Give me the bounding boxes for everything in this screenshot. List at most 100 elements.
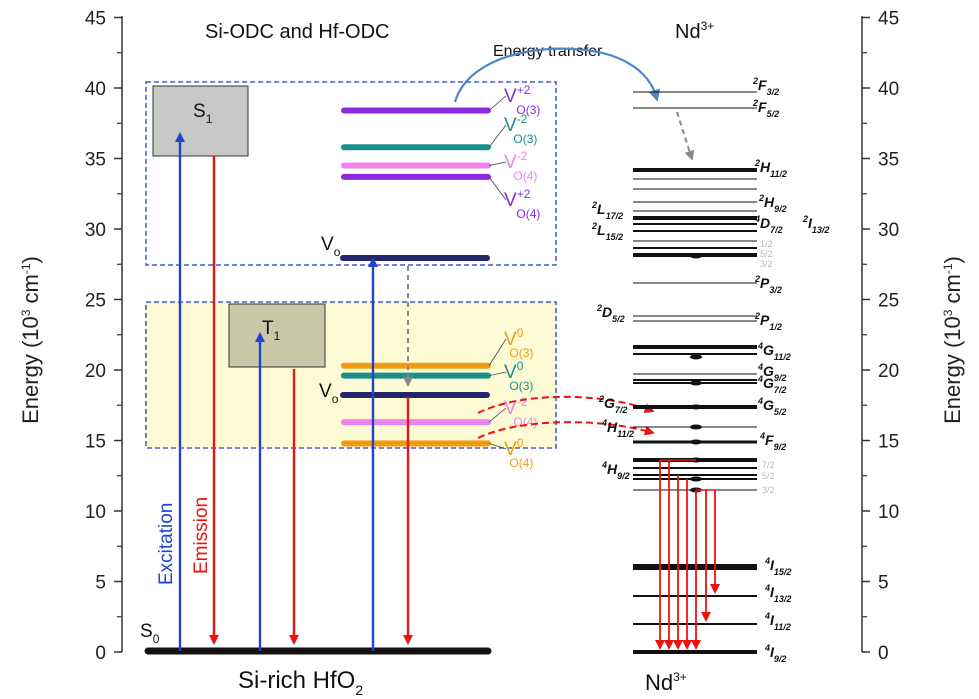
relaxation-arrow-nd <box>676 111 695 161</box>
left-tick-label: 0 <box>95 643 106 664</box>
nd-label-f92: 4F9/2 <box>759 431 786 452</box>
nd-level-bulge <box>690 404 702 410</box>
vo-level-label: V+2 O(4) <box>504 187 540 221</box>
left-tick-label: 40 <box>85 79 106 100</box>
nd-sub-32b: 3/2 <box>762 485 775 495</box>
nd-label-g72-left: 2G7/2 <box>598 394 627 415</box>
nd-sub-32: 3/2 <box>760 259 773 269</box>
vo-level-leader <box>488 176 507 201</box>
nd-label-f52: 2F5/2 <box>752 98 779 119</box>
left-tick-label: 35 <box>85 150 106 171</box>
nd-label-h92-top: 2H9/2 <box>758 193 787 214</box>
s0-label: S0 <box>140 621 160 646</box>
nd-label-p12: 2P1/2 <box>754 311 782 332</box>
s1-label: S1 <box>193 101 213 126</box>
nd-sub-12: 1/2 <box>760 239 773 249</box>
right-tick-label: 15 <box>878 432 899 453</box>
nd-top-label: Nd3+ <box>675 19 714 43</box>
vo-level-label: V0 O(3) <box>504 359 533 393</box>
vo-level-label: V0 O(3) <box>504 326 533 360</box>
vo-level-leader <box>488 407 507 423</box>
nd-label-d72: 4D7/2 <box>754 214 783 235</box>
energy-transfer-label: Energy transfer <box>493 43 603 60</box>
t1-state-box <box>228 303 326 368</box>
vo-level-label: V0 O(4) <box>504 436 533 470</box>
right-axis-title: Energy (103 cm-1) <box>940 256 965 424</box>
transfer-arc-1 <box>477 395 655 414</box>
right-tick-label: 10 <box>878 502 899 523</box>
left-axis-title: Energy (103 cm-1) <box>18 256 43 424</box>
left-tick-label: 45 <box>85 9 106 30</box>
nd-label-h112-top: 2H11/2 <box>754 158 787 179</box>
vo-upper-label: Vo <box>321 234 341 259</box>
nd-level-bulge <box>690 439 702 445</box>
upper-defect-box <box>145 81 557 266</box>
vo-level-label: V+2 O(3) <box>504 83 540 117</box>
right-tick-label: 35 <box>878 150 899 171</box>
nd-sub-72: 7/2 <box>762 460 775 470</box>
nd-label-p32: 2P3/2 <box>754 274 782 295</box>
si-odc-header: Si-ODC and Hf-ODC <box>205 21 389 43</box>
nd-label-h92: 4H9/2 <box>601 460 630 481</box>
nd-bottom-label: Nd3+ <box>645 670 687 695</box>
nd-sub-52: 5/2 <box>760 249 773 259</box>
excitation-label: Excitation <box>156 503 177 585</box>
nd-sub-52b: 5/2 <box>762 471 775 481</box>
oxygen-vacancy-levels: V+2 O(3)V-2 O(3)V-2 O(4)V+2 O(4)V0 O(3)V0 O(3)… <box>341 83 540 470</box>
nd-level-bulge <box>690 354 702 360</box>
nd-level-labels: 2F3/2 2F5/2 2H11/2 2H9/2 2L17/2 2L15/2 4… <box>591 76 829 664</box>
vo-level-leader <box>488 338 507 366</box>
vo-level-leader <box>488 95 507 111</box>
vo-level-leader <box>488 371 507 377</box>
transfer-arc-2 <box>477 421 655 439</box>
nd-level-bulge <box>690 253 702 259</box>
left-tick-label: 25 <box>85 291 106 312</box>
t1-label: T1 <box>262 318 281 343</box>
emission-label: Emission <box>191 497 212 574</box>
nd-label-i132: 4I13/2 <box>764 583 791 604</box>
vo-level-label: V-2 O(3) <box>504 112 537 146</box>
right-tick-label: 5 <box>878 573 889 594</box>
nd-level-bulge <box>690 424 702 430</box>
vo-level-leader <box>488 442 507 450</box>
left-axis: 0 5 10 15 20 25 30 35 40 45 <box>85 9 123 664</box>
nd-label-d52: 2D5/2 <box>596 303 625 324</box>
nd-label-g92: 4G9/2 <box>757 362 786 383</box>
nd-label-i132-top: 2I13/2 <box>802 214 829 235</box>
left-tick-label: 5 <box>95 573 106 594</box>
left-tick-label: 20 <box>85 361 106 382</box>
si-rich-label: Si-rich HfO2 <box>238 667 363 698</box>
nd-label-f32: 2F3/2 <box>752 76 779 97</box>
nd-energy-levels <box>633 91 757 654</box>
nd-label-i112: 4I11/2 <box>764 611 791 632</box>
left-tick-label: 10 <box>85 502 106 523</box>
vo-level-leader <box>488 124 507 148</box>
nd-emission-arrows <box>655 459 720 650</box>
vo-lower-label: Vo <box>319 381 339 406</box>
left-tick-label: 30 <box>85 220 106 241</box>
nd-label-g112: 4G11/2 <box>757 341 791 362</box>
nd-level-bulge <box>690 476 702 482</box>
energy-transfer-arc <box>453 47 661 103</box>
s1-state-box <box>152 85 249 157</box>
right-tick-label: 40 <box>878 79 899 100</box>
nd-label-g52: 4G5/2 <box>757 396 786 417</box>
right-axis: 0 5 10 15 20 25 30 35 40 45 <box>861 9 899 664</box>
right-tick-label: 20 <box>878 361 899 382</box>
nd-label-i152: 4I15/2 <box>764 556 791 577</box>
vo-level-label: V-2 O(4) <box>504 149 537 183</box>
right-tick-label: 0 <box>878 643 889 664</box>
right-tick-label: 45 <box>878 9 899 30</box>
nd-label-l152: 2L15/2 <box>591 221 623 242</box>
right-tick-label: 30 <box>878 220 899 241</box>
nd-level-bulge <box>690 380 702 386</box>
left-tick-label: 15 <box>85 432 106 453</box>
nd-label-i92: 4I9/2 <box>764 643 786 664</box>
nd-label-g72: 4G7/2 <box>757 374 786 395</box>
vo-level-label: V-2 O(4) <box>504 395 537 429</box>
vo-level-leader <box>488 161 507 166</box>
nd-label-h112: 4H11/2 <box>601 418 634 439</box>
nd-label-l172: 2L17/2 <box>591 200 623 221</box>
right-tick-label: 25 <box>878 291 899 312</box>
